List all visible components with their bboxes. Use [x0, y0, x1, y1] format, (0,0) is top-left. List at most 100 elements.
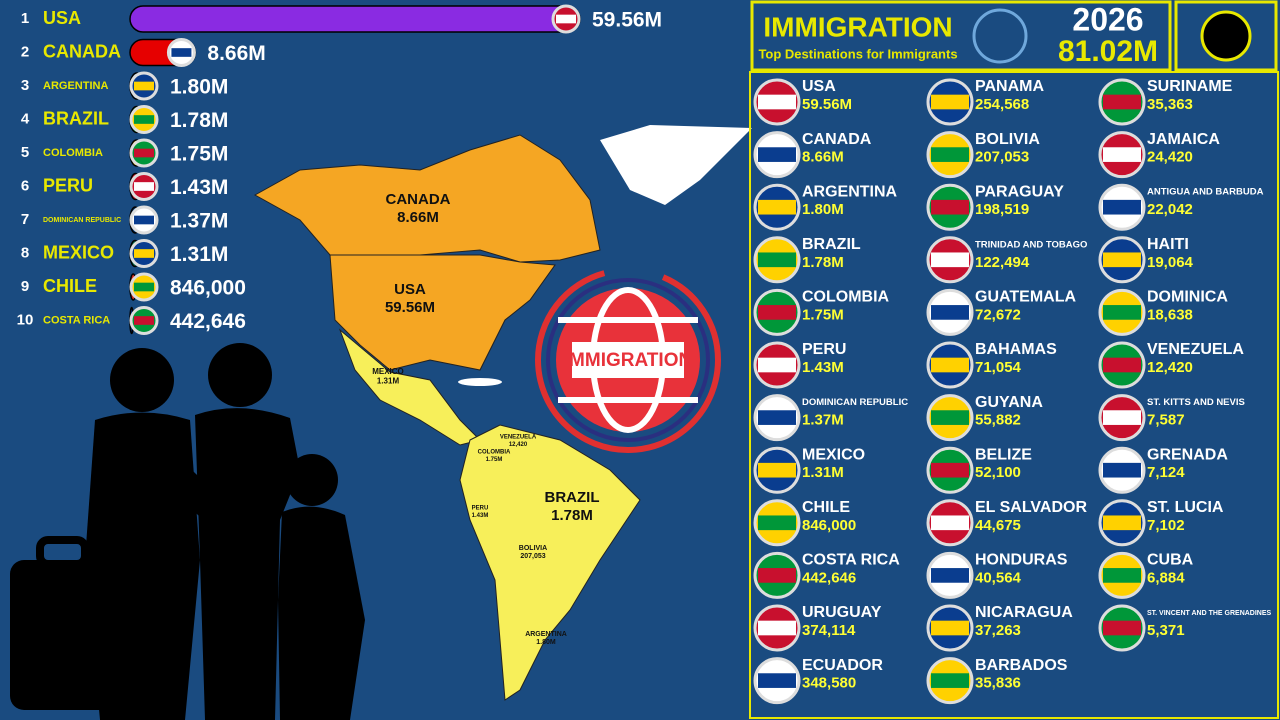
rank: 2: [21, 43, 29, 60]
un-emblem: [972, 8, 1028, 64]
rank: 1: [21, 10, 29, 27]
country-name: ECUADOR: [802, 657, 883, 674]
flag-stripe: [758, 357, 796, 373]
flag-stripe: [134, 182, 154, 191]
flag-stripe: [931, 462, 969, 478]
country-value: 35,363: [1147, 96, 1193, 113]
country-value: 348,580: [802, 675, 856, 692]
flag-stripe: [931, 252, 969, 268]
flag-stripe: [758, 305, 796, 320]
map-label-name: USA: [394, 281, 426, 298]
country-value: 7,587: [1147, 412, 1185, 429]
flag-stripe: [556, 14, 576, 24]
flag-stripe: [1103, 410, 1141, 425]
map-label-value: 1.80M: [536, 639, 556, 646]
flag-stripe: [1103, 94, 1141, 110]
map-label-value: 8.66M: [397, 209, 439, 226]
country-value: 6,884: [1147, 569, 1185, 586]
country-name: JAMAICA: [1147, 131, 1220, 148]
country-value: 7,124: [1147, 464, 1185, 481]
country-name: EL SALVADOR: [975, 499, 1087, 516]
country-value: 254,568: [975, 96, 1029, 113]
map-label-value: 1.43M: [472, 513, 489, 519]
country-name: VENEZUELA: [1147, 341, 1244, 358]
country-value: 207,053: [975, 149, 1029, 166]
category-label: COSTA RICA: [43, 314, 110, 326]
map-label-name: CANADA: [386, 191, 451, 208]
country-name: PANAMA: [975, 78, 1044, 95]
list-box: [749, 71, 1279, 719]
channel-logo: [1200, 10, 1252, 62]
country-name: BAHAMAS: [975, 341, 1057, 358]
greenland: [600, 125, 752, 205]
value-label: 1.31M: [170, 243, 228, 266]
flag-stripe: [931, 568, 969, 583]
flag-stripe: [1103, 305, 1141, 320]
rank: 6: [21, 177, 29, 194]
country-value: 44,675: [975, 517, 1021, 534]
country-value: 5,371: [1147, 622, 1185, 639]
country-value: 55,882: [975, 412, 1021, 429]
flag-stripe: [134, 148, 154, 158]
country-value: 1.31M: [802, 464, 844, 481]
flag-stripe: [758, 199, 796, 215]
country-name: COSTA RICA: [802, 552, 900, 569]
country-name: BOLIVIA: [975, 131, 1040, 148]
flag-stripe: [931, 305, 969, 320]
country-value: 1.43M: [802, 359, 844, 376]
value-label: 442,646: [170, 310, 246, 333]
country-name: HONDURAS: [975, 552, 1068, 569]
flag-stripe: [758, 462, 796, 478]
flag-stripe: [1103, 620, 1141, 636]
map-label-name: VENEZUELA: [500, 435, 537, 441]
flag-stripe: [758, 147, 796, 162]
cuba-shape: [458, 378, 502, 386]
country-name: CUBA: [1147, 552, 1194, 569]
rank: 9: [21, 278, 29, 295]
country-name: ARGENTINA: [802, 183, 898, 200]
country-value: 442,646: [802, 569, 856, 586]
country-value: 24,420: [1147, 149, 1193, 166]
flag-stripe: [134, 115, 154, 124]
header-subtitle: Top Destinations for Immigrants: [758, 46, 957, 61]
country-value: 52,100: [975, 464, 1021, 481]
country-value: 22,042: [1147, 201, 1193, 218]
flag-stripe: [134, 215, 154, 225]
map-label-value: 59.56M: [385, 299, 435, 316]
map-label-name: PERU: [472, 506, 489, 512]
country-name: CHILE: [802, 499, 850, 516]
country-name: CANADA: [802, 131, 872, 148]
map-label-name: COLOMBIA: [478, 450, 511, 456]
flag-stripe: [931, 147, 969, 162]
country-name: ST. KITTS AND NEVIS: [1147, 397, 1245, 408]
country-value: 1.78M: [802, 254, 844, 271]
category-label: DOMINICAN REPUBLIC: [43, 217, 121, 224]
immigration-logo: IMMIGRATION: [535, 267, 721, 453]
map-label-value: 1.78M: [551, 507, 593, 524]
header-box: [750, 0, 1172, 72]
country-value: 71,054: [975, 359, 1022, 376]
flag-stripe: [758, 673, 796, 688]
flag-stripe: [758, 410, 796, 425]
value-label: 1.80M: [170, 76, 228, 99]
map-label-value: 1.31M: [377, 377, 400, 386]
country-value: 59.56M: [802, 96, 852, 113]
flag-stripe: [758, 568, 796, 583]
flag-stripe: [758, 515, 796, 531]
country-value: 122,494: [975, 254, 1030, 271]
rank: 10: [17, 311, 34, 328]
flag-stripe: [758, 94, 796, 110]
value-label: 59.56M: [592, 9, 662, 32]
value-label: 1.37M: [170, 210, 228, 233]
country-name: ST. LUCIA: [1147, 499, 1224, 516]
flag-stripe: [931, 357, 969, 373]
map-label-name: BOLIVIA: [519, 545, 547, 552]
map-label-name: BRAZIL: [545, 489, 600, 506]
map-label-name: ARGENTINA: [525, 631, 567, 638]
country-name: SURINAME: [1147, 78, 1233, 95]
flag-stripe: [931, 94, 969, 110]
year: 2026: [1072, 1, 1143, 37]
country-value: 72,672: [975, 306, 1021, 323]
